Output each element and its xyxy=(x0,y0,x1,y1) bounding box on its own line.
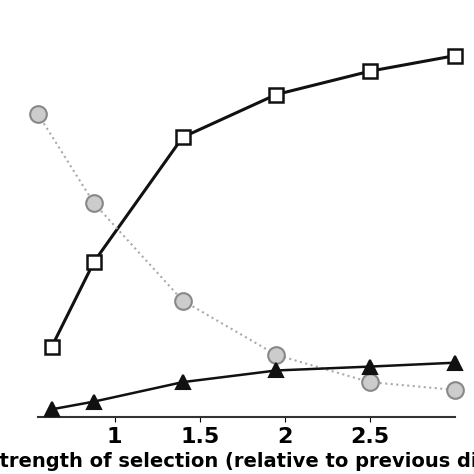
X-axis label: strength of selection (relative to previous dist.: strength of selection (relative to previ… xyxy=(0,452,474,472)
